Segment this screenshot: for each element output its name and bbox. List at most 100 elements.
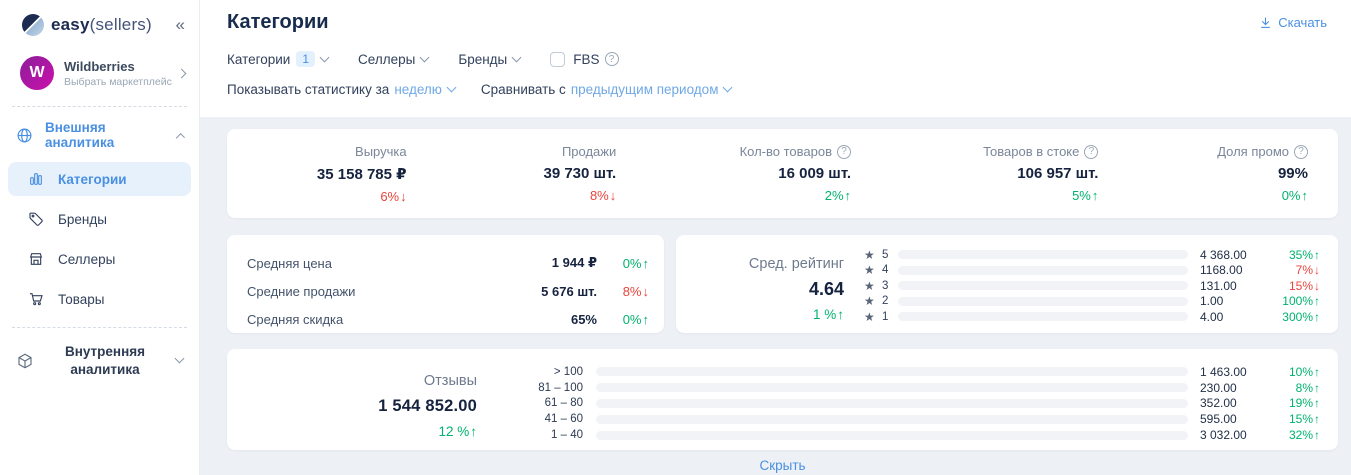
kpi-product-count: Кол-во товаров? 16 009 шт. 2%↑ bbox=[646, 144, 881, 204]
avg-price-row: Средняя цена 1 944 ₽ 0%↑ bbox=[247, 252, 649, 274]
bar-track bbox=[596, 367, 1188, 377]
chevron-right-icon bbox=[176, 68, 187, 78]
kpi-value: 39 730 шт. bbox=[543, 165, 617, 182]
avg-label: Средняя скидка bbox=[247, 311, 344, 327]
avg-label: Средняя цена bbox=[247, 255, 332, 271]
trend-arrow-icon: ↓ bbox=[609, 188, 617, 203]
nav-section-label: Внутренняя аналитика bbox=[64, 344, 145, 377]
kpi-value: 106 957 шт. bbox=[1017, 165, 1099, 182]
trend-arrow-icon: ↑ bbox=[1314, 364, 1320, 379]
kpi-change: 5%↑ bbox=[1072, 188, 1099, 203]
period-value-link[interactable]: неделю bbox=[394, 82, 442, 97]
bar-chart-icon bbox=[30, 173, 42, 185]
bar-value: 230.00 bbox=[1200, 380, 1237, 395]
filter-brands[interactable]: Бренды bbox=[458, 52, 522, 67]
star-icon: ★ bbox=[864, 309, 875, 324]
help-icon[interactable]: ? bbox=[1294, 144, 1308, 159]
main-area: Категории Скачать Категории 1 Селлеры Б bbox=[200, 0, 1351, 475]
sidebar-item-goods[interactable]: Товары bbox=[8, 282, 191, 316]
bar-change: 15%↑ bbox=[1288, 412, 1320, 427]
hide-link[interactable]: Скрыть bbox=[759, 458, 806, 473]
content: Выручка 35 158 785 ₽ 6%↓ Продажи 39 730 … bbox=[200, 117, 1351, 475]
marketplace-selector[interactable]: W Wildberries Выбрать маркетплейс bbox=[0, 46, 199, 104]
kpi-sales: Продажи 39 730 шт. 8%↓ bbox=[437, 144, 647, 204]
bar-track bbox=[898, 250, 1188, 260]
sidebar-divider bbox=[12, 106, 187, 107]
help-icon[interactable]: ? bbox=[837, 144, 852, 159]
sidebar-item-brands[interactable]: Бренды bbox=[8, 202, 191, 236]
trend-arrow-icon: ↑ bbox=[642, 311, 650, 327]
bar-track bbox=[898, 296, 1188, 306]
trend-arrow-icon: ↓ bbox=[1314, 263, 1320, 278]
reviews-label: Отзывы bbox=[423, 373, 477, 389]
tag-icon bbox=[29, 212, 43, 226]
avg-sales-row: Средние продажи 5 676 шт. 8%↓ bbox=[247, 280, 649, 302]
kpi-label: Продажи bbox=[561, 144, 617, 159]
bar-value: 1 463.00 bbox=[1200, 364, 1247, 379]
star-icon: ★ bbox=[864, 278, 875, 293]
bar-track bbox=[596, 430, 1188, 440]
bar-value: 1.00 bbox=[1200, 294, 1224, 309]
rating-card: Сред. рейтинг 4.64 1 %↑ ★ 5 4 368.00 35%… bbox=[676, 235, 1338, 333]
bar-change: 32%↑ bbox=[1288, 428, 1320, 443]
trend-arrow-icon: ↑ bbox=[1314, 247, 1320, 262]
nav-section-external-analytics[interactable]: Внешняя аналитика bbox=[0, 109, 199, 159]
kpi-value: 35 158 785 ₽ bbox=[316, 166, 407, 183]
download-icon bbox=[1261, 17, 1271, 28]
avg-change: 8%↓ bbox=[622, 283, 649, 299]
brand-name: easy(sellers) bbox=[51, 15, 152, 35]
sidebar-item-label: Бренды bbox=[58, 211, 107, 227]
filter-categories[interactable]: Категории 1 bbox=[227, 51, 330, 67]
trend-arrow-icon: ↑ bbox=[844, 188, 852, 203]
page-title: Категории bbox=[227, 11, 329, 33]
kpi-card: Выручка 35 158 785 ₽ 6%↓ Продажи 39 730 … bbox=[227, 129, 1338, 218]
download-button[interactable]: Скачать bbox=[1259, 15, 1327, 30]
cart-icon bbox=[30, 293, 43, 306]
compare-value-link[interactable]: предыдущим периодом bbox=[570, 82, 719, 97]
help-icon[interactable]: ? bbox=[1084, 144, 1099, 159]
filter-sellers[interactable]: Селлеры bbox=[358, 52, 430, 67]
averages-card: Средняя цена 1 944 ₽ 0%↑ Средние продажи… bbox=[227, 235, 664, 333]
avg-change: 0%↑ bbox=[622, 255, 649, 271]
sidebar: easy(sellers) « W Wildberries Выбрать ма… bbox=[0, 0, 200, 475]
filter-count-badge: 1 bbox=[296, 51, 316, 67]
help-icon[interactable]: ? bbox=[604, 52, 619, 66]
kpi-change: 6%↓ bbox=[380, 189, 407, 204]
nav-section-internal-analytics[interactable]: Внутренняя аналитика bbox=[0, 330, 199, 387]
marketplace-texts: Wildberries Выбрать маркетплейс bbox=[64, 59, 172, 88]
marketplace-subtitle: Выбрать маркетплейс bbox=[64, 75, 172, 88]
avg-value: 1 944 ₽ bbox=[551, 255, 597, 270]
bar-value: 4.00 bbox=[1200, 309, 1224, 324]
rating-bars: ★ 5 4 368.00 35%↑ ★ 4 1168.00 7%↓ bbox=[844, 247, 1320, 325]
kpi-label: Кол-во товаров bbox=[739, 144, 833, 159]
sidebar-item-label: Селлеры bbox=[58, 251, 116, 267]
kpi-value: 99% bbox=[1277, 165, 1308, 182]
reviews-bar-row: > 100 1 463.00 10%↑ bbox=[527, 364, 1320, 380]
rating-bar-row: ★ 1 4.00 300%↑ bbox=[864, 309, 1320, 325]
range-label: 1 – 40 bbox=[551, 429, 583, 442]
reviews-card: Отзывы 1 544 852.00 12 %↑ > 100 1 463.00… bbox=[227, 349, 1338, 450]
sidebar-item-categories[interactable]: Категории bbox=[8, 162, 191, 196]
middle-row: Средняя цена 1 944 ₽ 0%↑ Средние продажи… bbox=[227, 235, 1338, 333]
kpi-change: 0%↑ bbox=[1281, 188, 1308, 203]
brand-logo-icon bbox=[22, 14, 44, 36]
period-selector[interactable]: Показывать статистику за неделю bbox=[227, 82, 457, 97]
compare-selector[interactable]: Сравнивать с предыдущим периодом bbox=[481, 82, 733, 97]
reviews-bar-row: 81 – 100 230.00 8%↑ bbox=[527, 380, 1320, 396]
bar-value: 131.00 bbox=[1200, 278, 1237, 293]
chevron-down-icon bbox=[446, 82, 457, 93]
sidebar-item-sellers[interactable]: Селлеры bbox=[8, 242, 191, 276]
trend-arrow-icon: ↑ bbox=[1091, 188, 1099, 203]
fbs-label: FBS bbox=[573, 51, 600, 67]
star-count: 4 bbox=[882, 264, 889, 277]
bar-change: 15%↓ bbox=[1288, 278, 1320, 293]
sidebar-collapse-icon[interactable]: « bbox=[175, 15, 185, 34]
kpi-in-stock: Товаров в стоке? 106 957 шт. 5%↑ bbox=[881, 144, 1128, 204]
trend-arrow-icon: ↑ bbox=[1314, 309, 1320, 324]
logo-row: easy(sellers) « bbox=[0, 0, 199, 46]
rating-bar-row: ★ 4 1168.00 7%↓ bbox=[864, 263, 1320, 279]
bar-value: 352.00 bbox=[1200, 396, 1237, 411]
fbs-checkbox[interactable] bbox=[550, 51, 566, 67]
kpi-change: 8%↓ bbox=[589, 188, 617, 203]
